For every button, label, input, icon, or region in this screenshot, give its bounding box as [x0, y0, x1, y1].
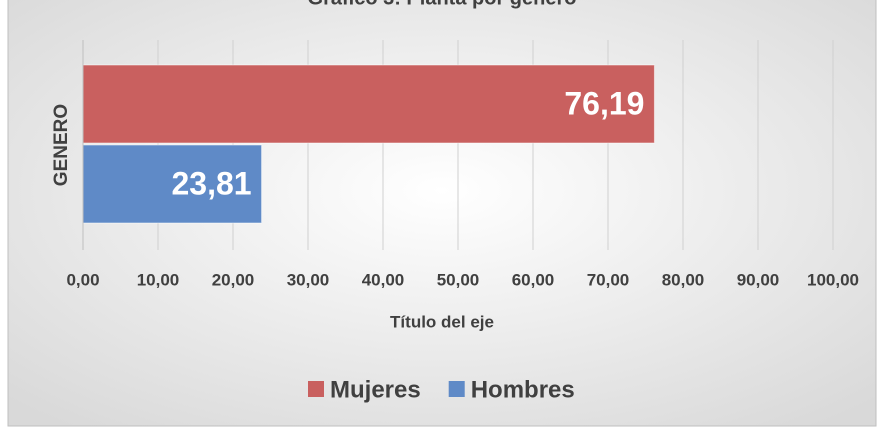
x-tick-label: 0,00: [66, 270, 99, 289]
x-tick-label: 90,00: [737, 270, 780, 289]
value-label: 23,81: [171, 165, 251, 201]
x-tick-label: 80,00: [662, 270, 705, 289]
y-category-label: GENERO: [51, 104, 72, 186]
x-tick-label: 20,00: [212, 270, 255, 289]
legend-label: Hombres: [471, 376, 575, 403]
x-tick-label: 70,00: [587, 270, 630, 289]
x-tick-label: 60,00: [512, 270, 555, 289]
legend-swatch: [308, 381, 324, 397]
bar: [82, 144, 263, 224]
x-tick-label: 50,00: [437, 270, 480, 289]
chart-title: Gráfico 3: Planta por género: [308, 0, 577, 9]
value-label: 76,19: [564, 85, 644, 121]
legend-label: Mujeres: [330, 376, 421, 403]
legend-swatch: [448, 381, 465, 397]
x-tick-label: 30,00: [287, 270, 330, 289]
x-tick-label: 10,00: [137, 270, 180, 289]
x-tick-label: 40,00: [362, 270, 405, 289]
bar: [82, 64, 655, 144]
x-axis-title: Título del eje: [390, 312, 494, 331]
x-tick-label: 100,00: [807, 270, 859, 289]
